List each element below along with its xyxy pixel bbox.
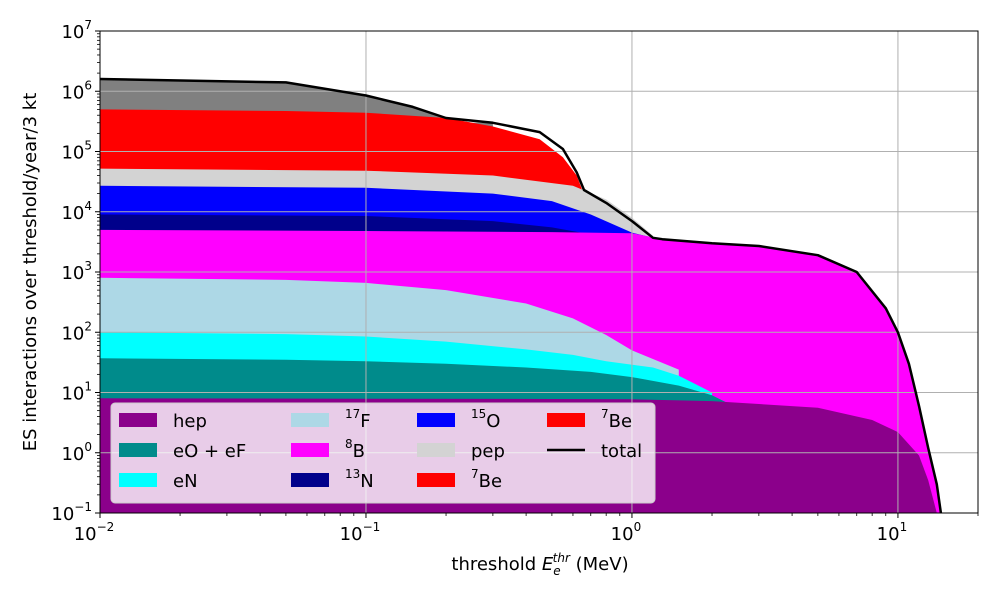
y-tick-label-5: 104 <box>61 199 92 224</box>
legend-swatch-15o-6 <box>417 413 455 427</box>
legend-swatch-13n-5 <box>291 473 329 487</box>
legend-label-15o-6: 15O <box>471 407 500 432</box>
x-tick-label-1: 10−1 <box>340 520 381 545</box>
legend-label-7be-8: 7Be <box>471 467 502 492</box>
legend-swatch-7be-9 <box>547 413 585 427</box>
x-tick-label-3: 101 <box>877 520 908 545</box>
legend-label-total-10: total <box>601 441 642 462</box>
total-line-layer <box>99 77 943 514</box>
legend-label-7be-9: 7Be <box>601 407 632 432</box>
y-tick-label-3: 102 <box>61 319 92 344</box>
total-line <box>99 77 943 514</box>
legend-swatch-en-2 <box>119 473 157 487</box>
legend-swatch-7be-8 <box>417 473 455 487</box>
legend-label-13n-5: 13N <box>345 467 374 492</box>
legend-label-pep-7: pep <box>471 441 505 462</box>
y-axis-label: ES interactions over threshold/year/3 kt <box>20 93 41 452</box>
legend-swatch-eo-ef-1 <box>119 443 157 457</box>
y-tick-label-7: 106 <box>61 78 92 103</box>
y-tick-label-6: 105 <box>61 139 92 164</box>
legend-swatch-8b-4 <box>291 443 329 457</box>
legend-label-hep-0: hep <box>173 411 207 432</box>
x-tick-label-2: 100 <box>611 520 642 545</box>
y-tick-label-1: 100 <box>61 440 92 465</box>
legend-swatch-hep-0 <box>119 413 157 427</box>
y-axis-ticks: 10−1 100 101 102 103 104 105 106 107 <box>51 18 100 525</box>
y-tick-label-0: 10−1 <box>51 500 92 525</box>
x-tick-label-0: 10−2 <box>74 520 115 545</box>
legend-swatch-pep-7 <box>417 443 455 457</box>
y-tick-label-2: 101 <box>61 380 92 405</box>
legend-box <box>110 402 656 504</box>
legend-label-en-2: eN <box>173 471 198 492</box>
legend: hep eO + eF eN 17F 8B 13N 15O pep 7Be 7Be total <box>110 402 656 504</box>
legend-label-8b-4: 8B <box>345 437 365 462</box>
x-axis-label: threshold Eethr (MeV) <box>451 551 628 578</box>
y-tick-label-4: 103 <box>61 259 92 284</box>
legend-label-eo-ef-1: eO + eF <box>173 441 246 462</box>
x-axis-ticks: 10−2 10−1 100 101 <box>74 513 979 545</box>
y-tick-label-8: 107 <box>61 18 92 43</box>
legend-swatch-17f-3 <box>291 413 329 427</box>
legend-label-17f-3: 17F <box>345 407 371 432</box>
